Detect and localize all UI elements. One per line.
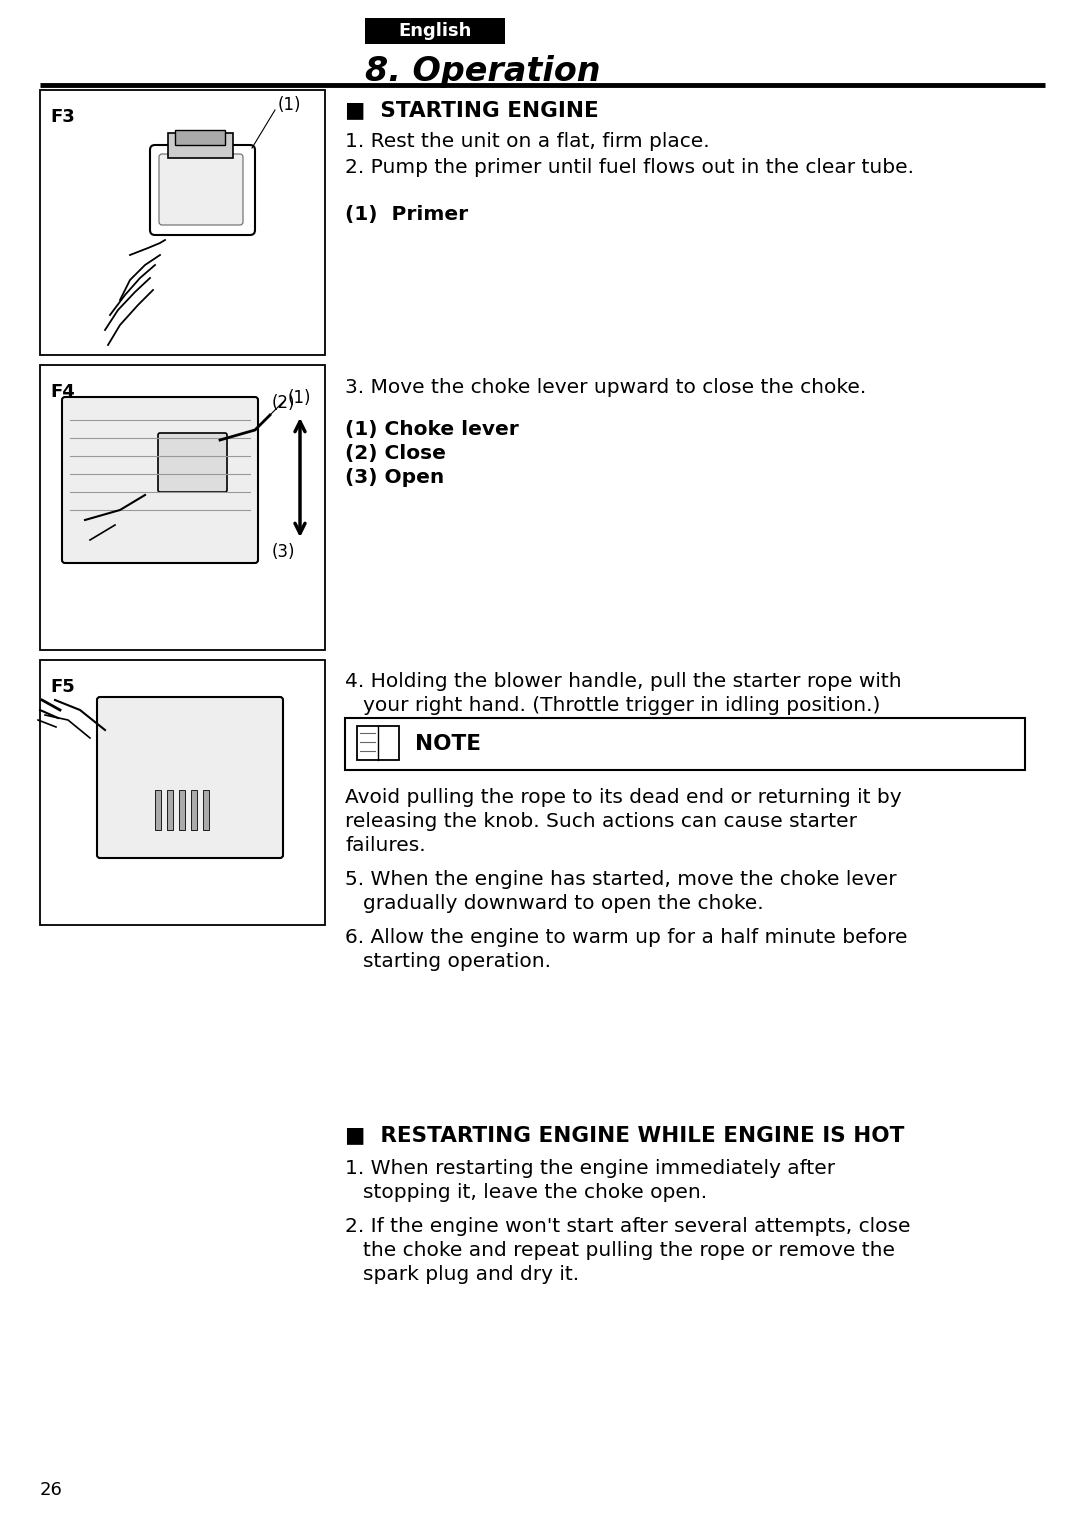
Text: your right hand. (Throttle trigger in idling position.): your right hand. (Throttle trigger in id… (363, 696, 880, 716)
Text: 3. Move the choke lever upward to close the choke.: 3. Move the choke lever upward to close … (345, 378, 866, 397)
Text: the choke and repeat pulling the rope or remove the: the choke and repeat pulling the rope or… (363, 1241, 895, 1260)
Bar (175, 130, 225, 145)
Bar (40, 90, 325, 356)
Text: F4: F4 (50, 383, 75, 401)
Text: starting operation.: starting operation. (363, 952, 551, 971)
Text: 1. When restarting the engine immediately after: 1. When restarting the engine immediatel… (345, 1160, 835, 1178)
Text: gradually downward to open the choke.: gradually downward to open the choke. (363, 894, 764, 913)
Text: (3) Open: (3) Open (345, 468, 444, 487)
Text: (2) Close: (2) Close (345, 444, 446, 462)
Bar (40, 661, 325, 925)
Text: ■  RESTARTING ENGINE WHILE ENGINE IS HOT: ■ RESTARTING ENGINE WHILE ENGINE IS HOT (345, 1125, 904, 1144)
Text: F5: F5 (50, 678, 75, 696)
Text: (1): (1) (278, 96, 301, 114)
Text: 6. Allow the engine to warm up for a half minute before: 6. Allow the engine to warm up for a hal… (345, 928, 907, 948)
Text: F3: F3 (50, 108, 75, 127)
Bar (191, 790, 197, 830)
Bar (357, 726, 399, 760)
Text: releasing the knob. Such actions can cause starter: releasing the knob. Such actions can cau… (345, 812, 858, 832)
FancyBboxPatch shape (159, 154, 243, 224)
Text: (1) Choke lever: (1) Choke lever (345, 420, 518, 439)
Text: ■  STARTING ENGINE: ■ STARTING ENGINE (345, 101, 598, 121)
Bar (167, 790, 173, 830)
Text: 5. When the engine has started, move the choke lever: 5. When the engine has started, move the… (345, 870, 896, 890)
Text: failures.: failures. (345, 836, 426, 855)
Text: spark plug and dry it.: spark plug and dry it. (363, 1265, 579, 1283)
Text: stopping it, leave the choke open.: stopping it, leave the choke open. (363, 1183, 707, 1202)
Bar (345, 719, 1025, 771)
Bar (40, 365, 325, 650)
Text: English: English (399, 21, 472, 40)
Text: 8. Operation: 8. Operation (365, 55, 600, 89)
Text: 2. If the engine won't start after several attempts, close: 2. If the engine won't start after sever… (345, 1218, 910, 1236)
Text: 4. Holding the blower handle, pull the starter rope with: 4. Holding the blower handle, pull the s… (345, 671, 902, 691)
Bar (365, 18, 505, 44)
Text: (2): (2) (272, 394, 296, 412)
Bar (156, 790, 161, 830)
Text: NOTE: NOTE (415, 734, 481, 754)
Text: (1): (1) (288, 389, 311, 407)
Text: 1. Rest the unit on a flat, firm place.: 1. Rest the unit on a flat, firm place. (345, 133, 710, 151)
Text: Avoid pulling the rope to its dead end or returning it by: Avoid pulling the rope to its dead end o… (345, 787, 902, 807)
FancyBboxPatch shape (158, 433, 227, 491)
Bar (168, 133, 233, 159)
FancyBboxPatch shape (62, 397, 258, 563)
Text: (3): (3) (272, 543, 296, 562)
Text: (1)  Primer: (1) Primer (345, 204, 468, 224)
FancyBboxPatch shape (150, 145, 255, 235)
Bar (179, 790, 185, 830)
FancyBboxPatch shape (97, 697, 283, 858)
Bar (203, 790, 210, 830)
Text: 2. Pump the primer until fuel flows out in the clear tube.: 2. Pump the primer until fuel flows out … (345, 159, 914, 177)
Text: 26: 26 (40, 1482, 63, 1499)
